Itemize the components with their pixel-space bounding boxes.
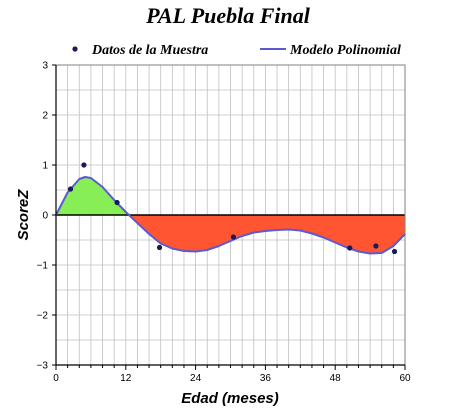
x-tick-label: 48 bbox=[330, 373, 342, 384]
series-line-modelo-polinomial bbox=[55, 176, 406, 255]
data-point bbox=[230, 234, 237, 240]
y-tick-label: 3 bbox=[42, 61, 48, 72]
x-tick-label: 12 bbox=[120, 373, 132, 384]
data-point bbox=[347, 245, 353, 251]
data-point bbox=[391, 248, 398, 255]
y-axis-label: ScoreZ bbox=[15, 189, 32, 241]
area-below-zero bbox=[56, 215, 405, 254]
y-tick-label: 0 bbox=[42, 211, 48, 222]
x-tick-label: 60 bbox=[399, 373, 411, 384]
x-tick-label: 24 bbox=[190, 373, 202, 384]
y-tick-label: −3 bbox=[37, 361, 49, 372]
chart-title: PAL Puebla Final bbox=[145, 3, 311, 28]
data-point bbox=[114, 199, 120, 206]
data-point bbox=[67, 186, 74, 192]
area-above-zero bbox=[56, 177, 405, 215]
data-point bbox=[373, 243, 379, 249]
legend: Datos de la Muestra Modelo Polinomial bbox=[72, 43, 401, 58]
y-tick-label: −1 bbox=[37, 261, 49, 272]
data-point bbox=[81, 162, 87, 168]
x-tick-label: 36 bbox=[260, 373, 272, 384]
x-axis-label: Edad (meses) bbox=[181, 390, 279, 407]
legend-label-points: Datos de la Muestra bbox=[91, 43, 208, 58]
y-tick-label: 1 bbox=[42, 161, 48, 172]
y-tick-label: −2 bbox=[37, 311, 49, 322]
data-point bbox=[156, 244, 163, 251]
legend-label-line: Modelo Polinomial bbox=[289, 43, 401, 58]
legend-marker-points bbox=[72, 46, 78, 52]
y-tick-label: 2 bbox=[42, 111, 48, 122]
x-tick-label: 0 bbox=[53, 373, 59, 384]
